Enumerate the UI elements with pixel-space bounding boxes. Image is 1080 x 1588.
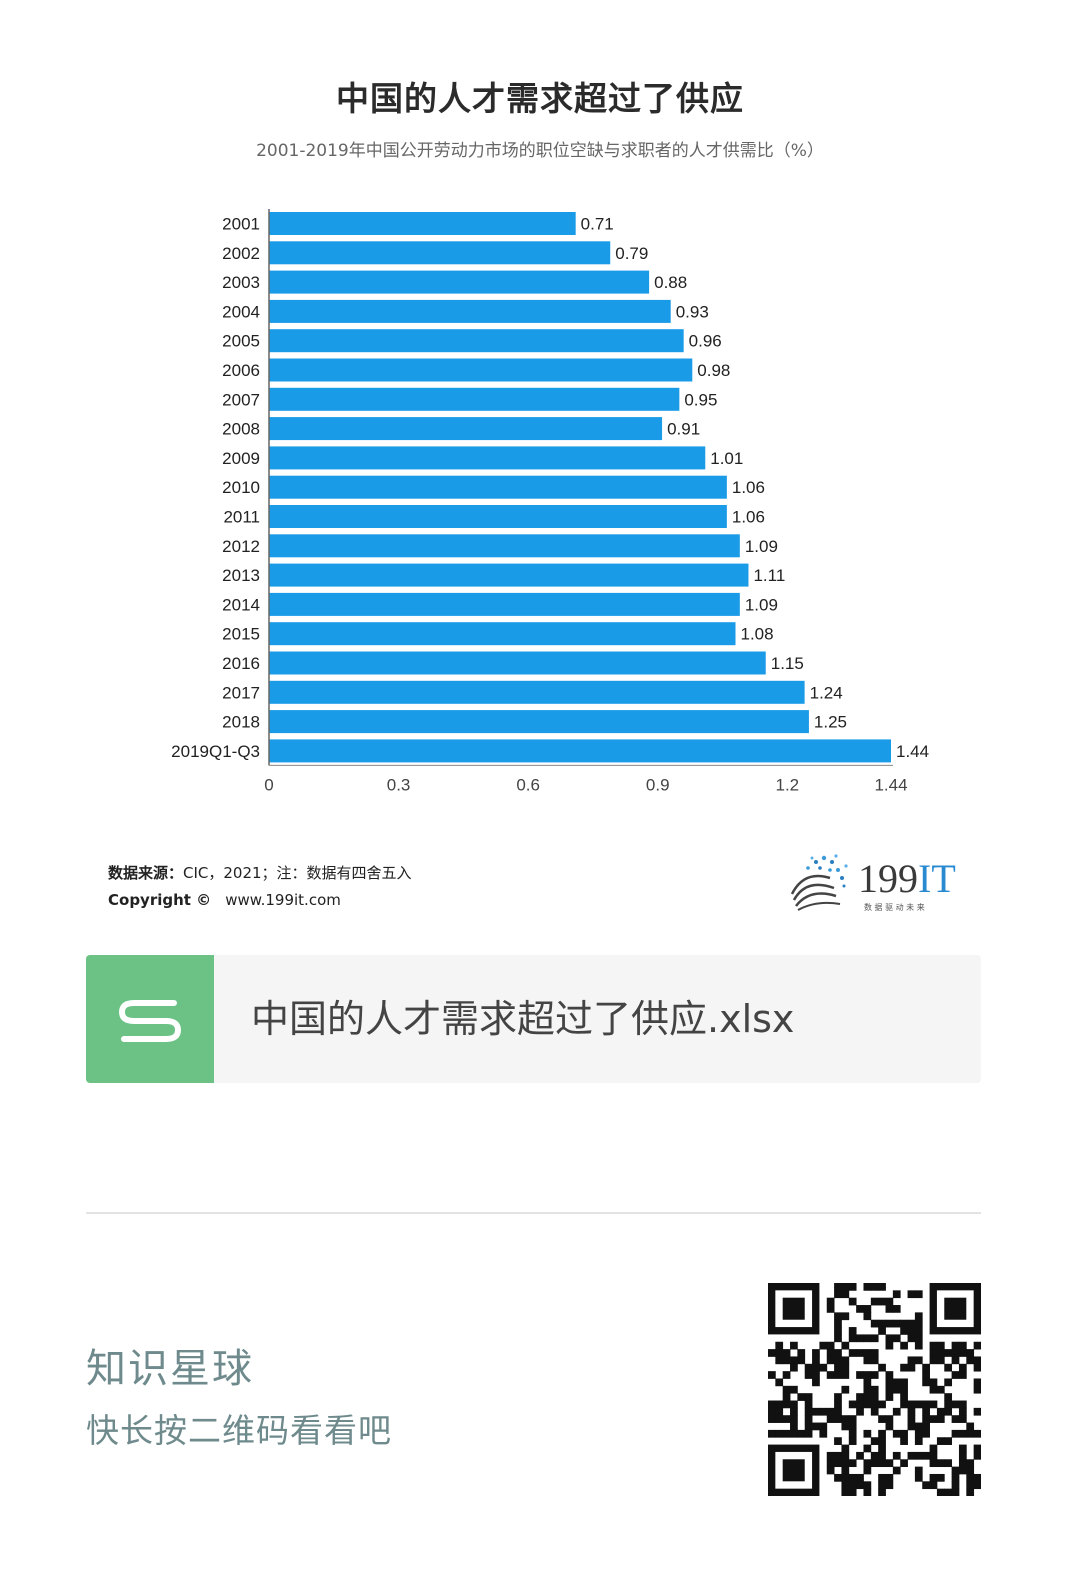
data-label: 0.71 [581, 215, 614, 234]
data-label: 1.01 [710, 449, 743, 468]
category-label: 2013 [222, 566, 260, 585]
divider [86, 1212, 981, 1214]
category-label: 2010 [222, 478, 260, 497]
file-attachment-card[interactable]: 中国的人才需求超过了供应.xlsx [86, 955, 981, 1083]
data-label: 1.44 [896, 742, 929, 761]
bar [269, 299, 671, 323]
category-label: 2012 [222, 537, 260, 556]
bar [269, 592, 740, 616]
bar [269, 651, 766, 675]
bar [269, 505, 727, 528]
x-tick-label: 0.9 [646, 775, 670, 794]
data-label: 1.09 [745, 595, 778, 614]
bar [269, 534, 740, 558]
data-label: 1.06 [732, 508, 765, 527]
x-tick-label: 0 [264, 775, 273, 794]
source-label: 数据来源： [108, 864, 184, 882]
category-label: 2001 [222, 215, 260, 234]
bar [269, 387, 680, 411]
data-label: 1.08 [741, 625, 774, 644]
data-label: 0.95 [684, 390, 717, 409]
category-label: 2005 [222, 332, 260, 351]
data-label: 1.25 [814, 713, 847, 732]
bar [269, 212, 576, 235]
bar [269, 241, 611, 265]
category-label: 2017 [222, 683, 260, 702]
copyright-label: Copyright © [108, 891, 212, 909]
category-label: 2018 [222, 713, 260, 732]
source-note: 数据来源：CIC，2021；注：数据有四舍五入 [108, 862, 412, 883]
copyright-url: www.199it.com [225, 891, 341, 909]
category-label: 2008 [222, 420, 260, 439]
brand-tagline: 数 据 驱 动 未 来 [864, 902, 925, 912]
category-label: 2015 [222, 625, 260, 644]
data-label: 1.24 [810, 683, 843, 702]
data-label: 1.09 [745, 537, 778, 556]
category-label: 2016 [222, 654, 260, 673]
chart-title: 中国的人才需求超过了供应 [336, 79, 744, 118]
category-label: 2003 [222, 273, 260, 292]
bar [269, 417, 663, 441]
copyright-note: Copyright © www.199it.com [108, 891, 341, 909]
bar [269, 710, 809, 734]
bar-chart: 2001 0.71 2002 0.79 2003 0.88 2004 0.93 2005 0.96… [171, 209, 929, 794]
data-label: 0.88 [654, 273, 687, 292]
bar [269, 270, 650, 294]
bar [269, 475, 727, 499]
bar [269, 622, 736, 646]
spreadsheet-icon [86, 955, 214, 1083]
footer-title: 知识星球 [86, 1346, 254, 1392]
brand-name-it: IT [918, 856, 956, 901]
s-letter-icon [119, 1000, 181, 1042]
category-label: 2014 [222, 595, 260, 614]
bar [269, 329, 684, 353]
category-label: 2004 [222, 302, 260, 321]
category-label: 2002 [222, 244, 260, 263]
x-tick-label: 1.2 [776, 775, 800, 794]
footer-subtitle: 快长按二维码看看吧 [86, 1411, 392, 1450]
file-name: 中国的人才需求超过了供应.xlsx [251, 997, 795, 1041]
chart-subtitle: 2001-2019年中国公开劳动力市场的职位空缺与求职者的人才供需比（%） [256, 141, 824, 161]
category-label: 2007 [222, 390, 260, 409]
bar [269, 563, 749, 587]
data-label: 1.11 [753, 566, 785, 585]
bar [269, 680, 805, 704]
x-tick-label: 0.3 [387, 775, 411, 794]
category-label: 2009 [222, 449, 260, 468]
bar [269, 446, 706, 470]
dandelion-icon [790, 854, 848, 911]
data-label: 1.06 [732, 478, 765, 497]
data-label: 0.91 [667, 420, 700, 439]
data-label: 0.79 [615, 244, 648, 263]
data-label: 0.93 [676, 302, 709, 321]
data-label: 0.96 [689, 332, 722, 351]
bar [269, 739, 891, 763]
qr-code[interactable] [768, 1283, 981, 1496]
x-tick-label: 1.44 [874, 775, 907, 794]
category-label: 2006 [222, 361, 260, 380]
source-text: CIC，2021；注：数据有四舍五入 [183, 864, 412, 882]
brand-name-number: 199 [858, 856, 918, 901]
category-label: 2011 [223, 508, 260, 527]
brand-logo: 199 IT 数 据 驱 动 未 来 [790, 854, 956, 912]
bar [269, 358, 693, 382]
data-label: 0.98 [697, 361, 730, 380]
category-label: 2019Q1-Q3 [171, 742, 260, 761]
x-tick-label: 0.6 [516, 775, 540, 794]
data-label: 1.15 [771, 654, 804, 673]
